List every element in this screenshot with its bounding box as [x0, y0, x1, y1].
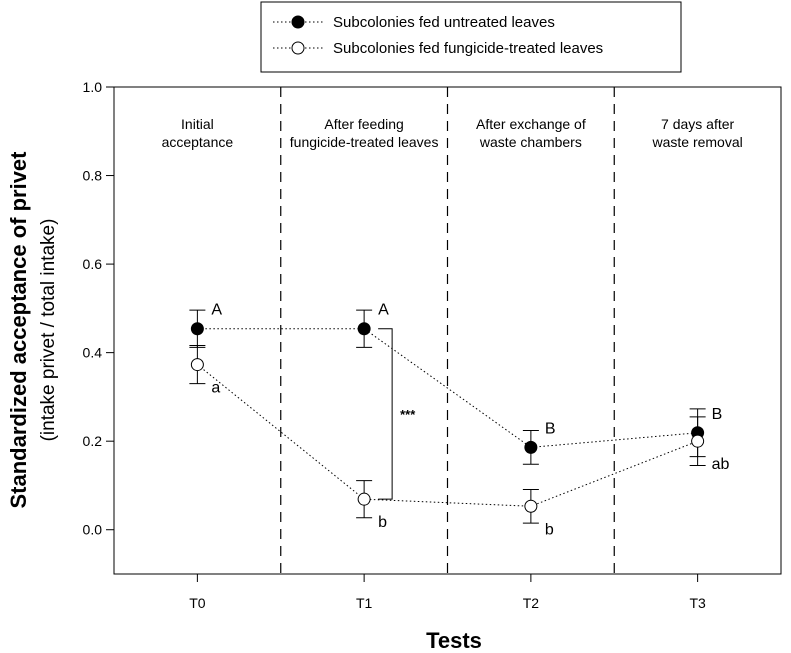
letter-untreated-2: B — [545, 420, 556, 437]
letter-untreated-1: A — [378, 302, 389, 319]
point-untreated-2 — [524, 440, 538, 454]
letter-treated-3: ab — [712, 456, 730, 473]
markers-untreated — [190, 322, 705, 454]
y-axis-title: Standardized acceptance of privet — [6, 151, 31, 509]
y-tick-label-2: 0.4 — [83, 345, 103, 361]
y-axis-subtitle: (intake privet / total intake) — [38, 219, 59, 442]
point-treated-2 — [524, 499, 538, 513]
phase-2-line-1: After exchange of — [476, 116, 586, 132]
point-untreated-1 — [357, 322, 371, 336]
phase-1-line-1: After feeding — [324, 116, 403, 132]
letter-treated-0: a — [211, 380, 220, 397]
phase-0-line-2: acceptance — [162, 134, 234, 150]
point-treated-3 — [691, 434, 705, 448]
phase-dividers — [280, 87, 615, 574]
significance-label: *** — [400, 407, 416, 422]
phase-1-line-2: fungicide-treated leaves — [290, 134, 439, 150]
phase-3-line-1: 7 days after — [661, 116, 734, 132]
legend-marker-untreated — [291, 15, 305, 29]
phase-0-line-1: Initial — [181, 116, 214, 132]
x-tick-label-0: T0 — [189, 595, 206, 611]
series-line-untreated — [197, 328, 698, 448]
y-axis: 0.0 0.2 0.4 0.6 0.8 1.0 — [83, 79, 114, 538]
point-treated-1 — [357, 492, 371, 506]
point-treated-0 — [190, 358, 204, 372]
phase-3-line-2: waste removal — [651, 134, 742, 150]
significance-bracket-line — [378, 328, 393, 500]
legend-box — [260, 1, 682, 73]
legend-label-treated: Subcolonies fed fungicide-treated leaves — [333, 40, 603, 57]
letters: A A B B a b b ab — [211, 302, 729, 539]
x-tick-label-1: T1 — [356, 595, 373, 611]
y-tick-label-3: 0.6 — [83, 256, 103, 272]
legend-marker-treated — [291, 41, 305, 55]
x-axis-title: Tests — [426, 628, 482, 653]
letter-treated-1: b — [378, 514, 387, 531]
point-untreated-0 — [190, 322, 204, 336]
phase-labels: Initial acceptance After feeding fungici… — [162, 116, 743, 150]
legend: Subcolonies fed untreated leaves Subcolo… — [260, 1, 682, 73]
phase-2-line-2: waste chambers — [479, 134, 582, 150]
x-tick-label-3: T3 — [689, 595, 706, 611]
letter-untreated-3: B — [712, 406, 723, 423]
y-tick-label-0: 0.0 — [83, 522, 103, 538]
significance-bracket: *** — [378, 328, 416, 500]
y-tick-label-4: 0.8 — [83, 168, 103, 184]
markers-treated — [190, 358, 705, 513]
x-axis: T0 T1 T2 T3 — [189, 574, 706, 611]
letter-treated-2: b — [545, 521, 554, 538]
y-tick-label-5: 1.0 — [83, 79, 103, 95]
x-tick-label-2: T2 — [523, 595, 540, 611]
y-tick-label-1: 0.2 — [83, 433, 103, 449]
legend-label-untreated: Subcolonies fed untreated leaves — [333, 14, 555, 31]
letter-untreated-0: A — [211, 302, 222, 319]
